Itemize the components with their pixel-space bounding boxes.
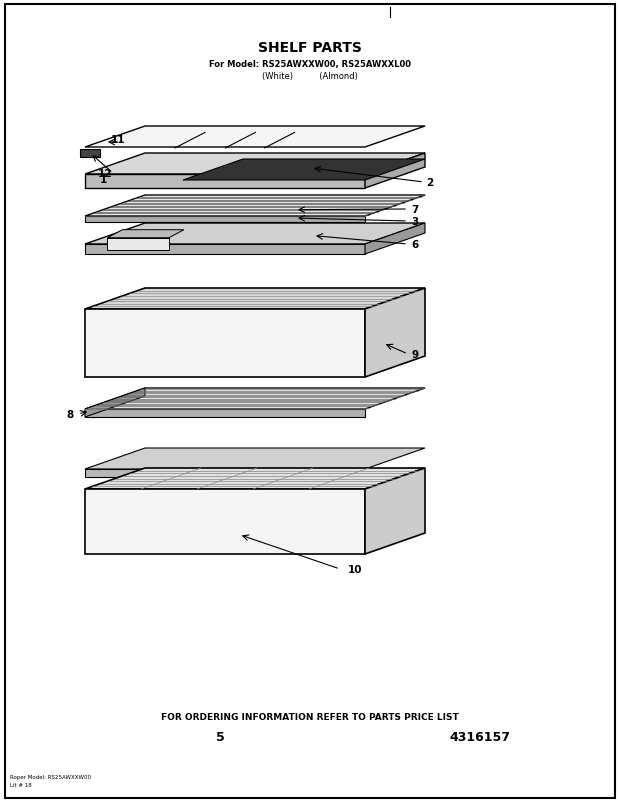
Text: 1: 1 <box>99 175 107 185</box>
Polygon shape <box>85 448 425 470</box>
Text: 2: 2 <box>427 177 433 188</box>
Text: For Model: RS25AWXXW00, RS25AWXXL00: For Model: RS25AWXXW00, RS25AWXXL00 <box>209 59 411 68</box>
Polygon shape <box>365 224 425 255</box>
Text: SHELF PARTS: SHELF PARTS <box>258 41 362 55</box>
Polygon shape <box>85 389 145 418</box>
Polygon shape <box>85 196 425 217</box>
Text: 9: 9 <box>412 349 418 360</box>
Polygon shape <box>85 470 365 478</box>
Polygon shape <box>85 245 365 255</box>
Polygon shape <box>85 217 365 222</box>
Text: 4316157: 4316157 <box>450 731 510 744</box>
Text: 11: 11 <box>111 135 125 145</box>
Polygon shape <box>107 230 184 238</box>
Text: 8: 8 <box>66 410 74 419</box>
Polygon shape <box>85 468 425 489</box>
Polygon shape <box>85 288 425 310</box>
Polygon shape <box>365 154 425 189</box>
Polygon shape <box>365 288 425 377</box>
Polygon shape <box>85 410 365 418</box>
Polygon shape <box>85 154 425 175</box>
Bar <box>80 150 100 158</box>
Text: 7: 7 <box>411 205 418 214</box>
Text: FOR ORDERING INFORMATION REFER TO PARTS PRICE LIST: FOR ORDERING INFORMATION REFER TO PARTS … <box>161 712 459 722</box>
Polygon shape <box>85 175 365 189</box>
Text: 10: 10 <box>348 565 362 574</box>
Polygon shape <box>85 224 425 245</box>
Polygon shape <box>107 238 169 251</box>
Polygon shape <box>85 310 365 377</box>
Text: 6: 6 <box>412 240 418 250</box>
Text: Lit # 18: Lit # 18 <box>10 783 32 788</box>
Text: (White)          (Almond): (White) (Almond) <box>262 71 358 80</box>
Polygon shape <box>85 389 425 410</box>
Text: Roper Model: RS25AWXXW00: Roper Model: RS25AWXXW00 <box>10 775 91 780</box>
Polygon shape <box>85 127 425 148</box>
Polygon shape <box>183 160 425 181</box>
Text: 3: 3 <box>412 217 418 226</box>
Text: 5: 5 <box>216 731 224 744</box>
Polygon shape <box>85 489 365 554</box>
Text: 12: 12 <box>98 169 112 179</box>
Polygon shape <box>365 468 425 554</box>
